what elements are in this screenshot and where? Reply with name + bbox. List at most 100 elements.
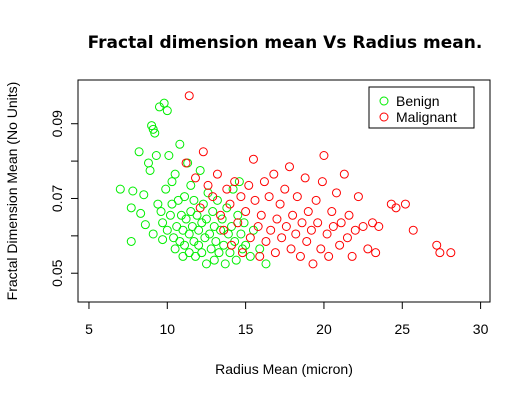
point-benign bbox=[233, 210, 243, 220]
point-malignant bbox=[371, 248, 381, 258]
point-benign bbox=[180, 192, 190, 202]
x-tick-label: 20 bbox=[316, 321, 332, 337]
point-malignant bbox=[244, 180, 254, 190]
y-tick-label: 0.05 bbox=[49, 259, 65, 286]
point-malignant bbox=[256, 210, 266, 220]
point-benign bbox=[208, 207, 218, 217]
point-malignant bbox=[331, 188, 341, 198]
point-benign bbox=[234, 177, 244, 187]
point-malignant bbox=[284, 162, 294, 172]
point-malignant bbox=[245, 233, 255, 243]
point-benign bbox=[201, 259, 211, 269]
point-benign bbox=[195, 165, 205, 175]
point-benign bbox=[214, 248, 224, 258]
point-malignant bbox=[288, 210, 298, 220]
point-benign bbox=[162, 225, 172, 235]
point-benign bbox=[189, 195, 199, 205]
point-malignant bbox=[259, 177, 269, 187]
point-benign bbox=[197, 248, 207, 258]
point-malignant bbox=[233, 218, 243, 228]
point-malignant bbox=[230, 177, 240, 187]
point-malignant bbox=[184, 91, 194, 101]
point-benign bbox=[158, 218, 168, 228]
point-benign bbox=[211, 236, 221, 246]
point-malignant bbox=[374, 222, 384, 232]
point-malignant bbox=[400, 199, 410, 209]
point-malignant bbox=[225, 199, 235, 209]
point-benign bbox=[180, 240, 190, 250]
point-benign bbox=[158, 235, 168, 245]
point-benign bbox=[162, 106, 172, 116]
point-malignant bbox=[203, 180, 213, 190]
point-malignant bbox=[300, 173, 310, 183]
y-tick-label: 0.07 bbox=[49, 185, 65, 212]
point-benign bbox=[186, 180, 196, 190]
x-tick-label: 5 bbox=[85, 321, 93, 337]
point-malignant bbox=[295, 251, 305, 261]
point-malignant bbox=[344, 210, 354, 220]
point-malignant bbox=[195, 203, 205, 213]
point-malignant bbox=[324, 251, 334, 261]
point-benign bbox=[261, 259, 271, 269]
point-benign bbox=[181, 214, 191, 224]
point-malignant bbox=[253, 222, 263, 232]
point-benign bbox=[220, 259, 230, 269]
point-benign bbox=[161, 184, 171, 194]
y-axis-label: Fractal Dimension Mean (No Units) bbox=[4, 82, 20, 301]
legend-marker-benign bbox=[379, 96, 389, 106]
point-benign bbox=[167, 177, 177, 187]
point-malignant bbox=[435, 248, 445, 258]
point-malignant bbox=[408, 225, 418, 235]
point-benign bbox=[255, 244, 265, 254]
x-axis-label: Radius Mean (micron) bbox=[215, 361, 353, 377]
point-malignant bbox=[190, 173, 200, 183]
point-malignant bbox=[306, 225, 316, 235]
point-benign bbox=[231, 255, 241, 265]
points-layer bbox=[115, 91, 456, 269]
point-malignant bbox=[302, 236, 312, 246]
point-benign bbox=[175, 139, 185, 149]
point-benign bbox=[126, 236, 136, 246]
point-malignant bbox=[250, 195, 260, 205]
point-benign bbox=[209, 255, 219, 265]
point-malignant bbox=[270, 248, 280, 258]
point-benign bbox=[239, 218, 249, 228]
point-malignant bbox=[350, 225, 360, 235]
point-malignant bbox=[297, 218, 307, 228]
point-malignant bbox=[255, 251, 265, 261]
point-malignant bbox=[219, 225, 229, 235]
point-malignant bbox=[266, 225, 276, 235]
point-benign bbox=[153, 199, 163, 209]
point-benign bbox=[136, 208, 146, 218]
x-tick-label: 10 bbox=[160, 321, 176, 337]
chart-title: Fractal dimension mean Vs Radius mean. bbox=[88, 33, 483, 53]
point-benign bbox=[194, 225, 204, 235]
point-malignant bbox=[277, 233, 287, 243]
point-malignant bbox=[311, 195, 321, 205]
point-benign bbox=[139, 190, 149, 200]
point-malignant bbox=[353, 192, 363, 202]
point-malignant bbox=[241, 207, 251, 217]
point-benign bbox=[145, 165, 155, 175]
point-benign bbox=[241, 240, 251, 250]
point-malignant bbox=[363, 244, 373, 254]
point-malignant bbox=[291, 229, 301, 239]
point-malignant bbox=[212, 169, 222, 179]
point-malignant bbox=[432, 240, 442, 250]
point-malignant bbox=[303, 207, 313, 217]
point-malignant bbox=[319, 150, 329, 160]
point-malignant bbox=[281, 222, 291, 232]
point-benign bbox=[165, 210, 175, 220]
point-malignant bbox=[336, 218, 346, 228]
point-benign bbox=[134, 147, 144, 157]
y-tick-label: 0.09 bbox=[49, 110, 65, 137]
point-malignant bbox=[316, 244, 326, 254]
point-malignant bbox=[317, 177, 327, 187]
point-benign bbox=[236, 229, 246, 239]
point-benign bbox=[201, 214, 211, 224]
legend-box bbox=[368, 86, 475, 129]
point-malignant bbox=[339, 169, 349, 179]
x-axis: 5 10 15 20 25 30 bbox=[85, 301, 489, 337]
